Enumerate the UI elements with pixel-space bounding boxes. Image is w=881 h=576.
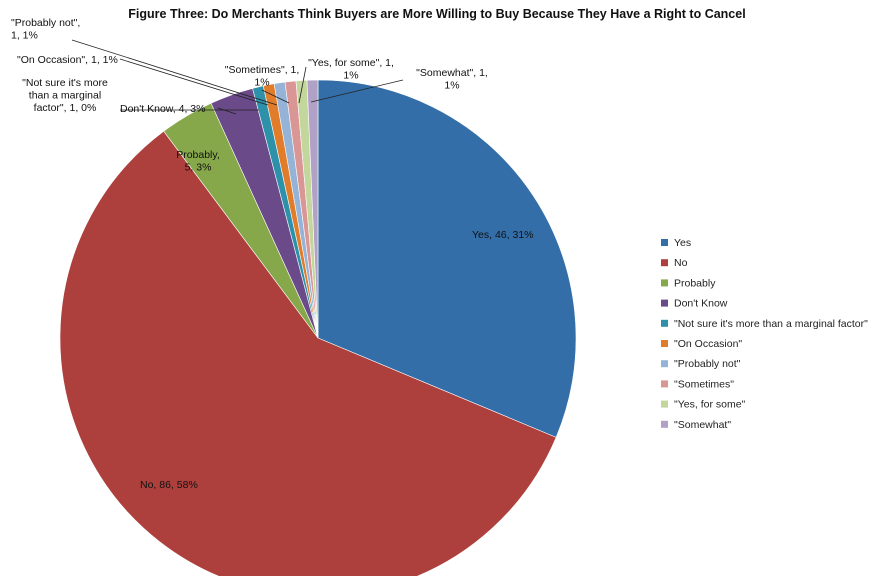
legend-item-probably: Probably bbox=[661, 277, 716, 289]
legend-swatch bbox=[661, 239, 668, 246]
legend-label: "Not sure it's more than a marginal fact… bbox=[674, 318, 868, 330]
legend-label: Yes bbox=[674, 237, 691, 249]
legend-swatch bbox=[661, 259, 668, 267]
legend: Yes No Probably Don't Know "Not sure it's mo… bbox=[661, 237, 868, 431]
legend-label: No bbox=[674, 257, 688, 269]
legend-swatch bbox=[661, 420, 668, 428]
legend-label: Don't Know bbox=[674, 298, 728, 310]
chart-title: Figure Three: Do Merchants Think Buyers … bbox=[128, 7, 745, 21]
legend-swatch bbox=[661, 319, 668, 327]
pie-slice-yes bbox=[317, 79, 577, 438]
data-label-not-sure-it-s-more-than-a-marginal-factor: "Not sure it's more than a marginal factor… bbox=[22, 77, 108, 114]
legend-item-don-t-know: Don't Know bbox=[661, 298, 728, 310]
legend-label: "Yes, for some" bbox=[674, 399, 746, 411]
legend-swatch bbox=[661, 360, 668, 368]
legend-swatch bbox=[661, 400, 668, 408]
label-leader-lines bbox=[71, 39, 404, 115]
data-label-don-t-know: Don't Know, 4, 3% bbox=[120, 103, 205, 115]
leader-line-don-t-know bbox=[217, 107, 237, 115]
data-label-yes-for-some: "Yes, for some", 1, 1% bbox=[308, 57, 394, 82]
data-label-somewhat: "Somewhat", 1, 1% bbox=[416, 67, 488, 92]
legend-item-yes: Yes bbox=[661, 237, 691, 249]
pie-slice-no bbox=[59, 130, 557, 576]
legend-label: "Probably not" bbox=[674, 358, 741, 370]
pie-slice-somewhat bbox=[306, 79, 319, 339]
legend-item-somewhat: "Somewhat" bbox=[661, 419, 731, 431]
legend-label: "On Occasion" bbox=[674, 338, 742, 350]
legend-item-sometimes: "Sometimes" bbox=[661, 378, 734, 390]
data-label-on-occasion: "On Occasion", 1, 1% bbox=[17, 54, 118, 66]
legend-swatch bbox=[661, 380, 668, 388]
legend-swatch bbox=[661, 279, 668, 287]
leader-line-yes-for-some bbox=[298, 66, 307, 104]
data-labels: Yes, 46, 31% No, 86, 58% Probably, 5, 3% Don… bbox=[11, 17, 534, 491]
data-label-yes: Yes, 46, 31% bbox=[472, 229, 534, 241]
legend-item-no: No bbox=[661, 257, 688, 269]
pie-slices bbox=[59, 79, 577, 576]
legend-label: Probably bbox=[674, 277, 716, 289]
data-label-probably: Probably, 5, 3% bbox=[176, 149, 220, 174]
legend-item-yes-for-some: "Yes, for some" bbox=[661, 399, 746, 411]
legend-item-not-sure-it-s-more-than-a-marginal-factor: "Not sure it's more than a marginal fact… bbox=[661, 318, 868, 330]
leader-line-on-occasion bbox=[119, 58, 269, 106]
legend-label: "Sometimes" bbox=[674, 378, 734, 390]
leader-line-somewhat bbox=[310, 79, 404, 103]
legend-item-on-occasion: "On Occasion" bbox=[661, 338, 742, 350]
leader-line-probably-not bbox=[71, 39, 278, 106]
data-label-probably-not: "Probably not", 1, 1% bbox=[11, 17, 80, 42]
legend-label: "Somewhat" bbox=[674, 419, 731, 431]
legend-swatch bbox=[661, 299, 668, 307]
legend-item-probably-not: "Probably not" bbox=[661, 358, 741, 370]
leader-line-sometimes bbox=[261, 89, 290, 104]
data-label-sometimes: "Sometimes", 1, 1% bbox=[225, 64, 300, 89]
data-label-no: No, 86, 58% bbox=[140, 479, 198, 491]
legend-swatch bbox=[661, 340, 668, 347]
